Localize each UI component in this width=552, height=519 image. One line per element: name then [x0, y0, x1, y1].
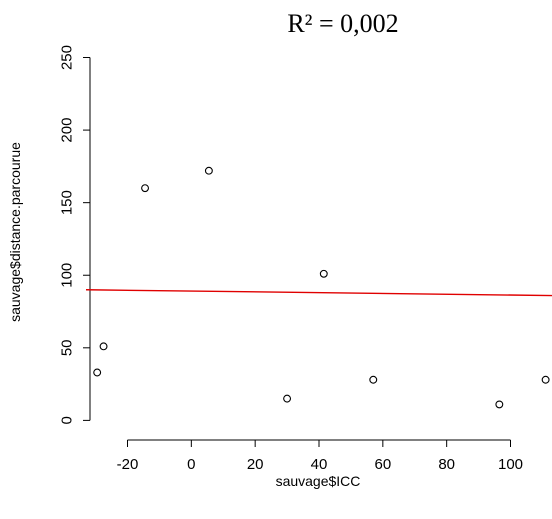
x-tick-label: 0 — [187, 456, 195, 473]
y-tick-label: 250 — [59, 45, 76, 70]
x-tick-label: 80 — [438, 456, 455, 473]
y-tick-label: 200 — [59, 118, 76, 143]
data-point — [369, 375, 378, 384]
y-tick-label: 0 — [59, 416, 76, 424]
regression-line — [85, 289, 552, 297]
x-tick-label: 100 — [498, 456, 523, 473]
y-tick-label: 50 — [59, 339, 76, 356]
y-axis-label: sauvage$distance.parcourue — [7, 142, 23, 322]
y-axis: 0 50 100 150 200 250 — [59, 45, 91, 425]
data-point — [319, 269, 328, 278]
x-tick-label: -20 — [117, 456, 139, 473]
data-point — [99, 342, 108, 351]
data-point — [93, 368, 102, 377]
y-tick-label: 100 — [59, 263, 76, 288]
data-point — [495, 400, 504, 409]
x-axis: -20 0 20 40 60 80 100 — [117, 439, 523, 473]
data-point — [283, 394, 292, 403]
y-tick-label: 150 — [59, 190, 76, 215]
plot-area — [85, 166, 552, 409]
data-point — [141, 184, 149, 193]
data-point — [541, 375, 550, 384]
x-tick-label: 60 — [374, 456, 391, 473]
data-point — [204, 166, 213, 175]
x-tick-label: 40 — [311, 456, 328, 473]
x-tick-label: 20 — [247, 456, 264, 473]
x-axis-label: sauvage$ICC — [276, 473, 361, 489]
chart-title: R² = 0,002 — [287, 9, 398, 38]
